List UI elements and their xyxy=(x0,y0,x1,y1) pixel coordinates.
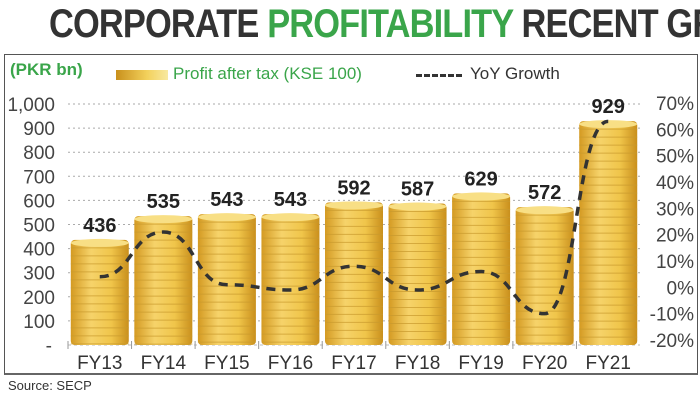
x-tick-label: FY16 xyxy=(268,353,313,374)
y-right-tick-label: 40% xyxy=(656,173,694,194)
coin-top xyxy=(261,213,320,222)
y-right-tick-label: 0% xyxy=(667,278,695,299)
chart-title: CORPORATE PROFITABILITY RECENT GROWTH xyxy=(49,2,700,47)
title-part3: RECENT GROWTH xyxy=(521,2,700,46)
coin-top xyxy=(579,120,638,129)
y-left-tick-label: 1,000 xyxy=(7,95,55,116)
y-left-tick-label: - xyxy=(46,336,52,357)
bar-value-label: 436 xyxy=(83,215,116,237)
coin-top xyxy=(325,201,383,210)
bar-value-label: 929 xyxy=(592,96,625,118)
y-left-tick-label: 400 xyxy=(23,240,55,261)
x-tick-label: FY18 xyxy=(395,353,440,374)
chart-frame xyxy=(4,54,698,375)
y-axis-label: (PKR bn) xyxy=(10,60,83,79)
bar-FY15 xyxy=(197,214,256,345)
x-tick-label: FY14 xyxy=(141,353,187,374)
coin-top xyxy=(134,215,193,224)
bar-FY16 xyxy=(261,214,320,345)
x-tick-label: FY20 xyxy=(522,353,567,374)
coin-top xyxy=(388,202,447,211)
bar-FY13 xyxy=(70,239,129,345)
title-part2: PROFITABILITY xyxy=(267,2,513,46)
y-right-tick-label: -10% xyxy=(650,305,694,326)
bar-value-label: 543 xyxy=(210,189,243,211)
bar-value-label: 543 xyxy=(274,189,307,211)
title-part1: CORPORATE xyxy=(49,2,259,46)
coin-top xyxy=(515,206,574,215)
coin-top xyxy=(452,192,511,201)
y-left-tick-label: 600 xyxy=(23,191,55,212)
legend-bar-label: Profit after tax (KSE 100) xyxy=(173,64,362,83)
y-right-tick-label: 30% xyxy=(656,199,694,220)
y-right-tick-label: 20% xyxy=(656,226,694,247)
x-tick-label: FY21 xyxy=(586,353,631,374)
y-left-tick-label: 900 xyxy=(23,119,55,140)
y-left-tick-label: 500 xyxy=(23,216,55,237)
y-right-tick-label: 50% xyxy=(656,147,694,168)
x-tick-label: FY13 xyxy=(77,353,122,374)
bar-value-label: 592 xyxy=(337,177,370,199)
x-tick-label: FY19 xyxy=(458,353,503,374)
bar-FY18 xyxy=(388,203,447,345)
source-note: Source: SECP xyxy=(8,378,92,393)
legend-line-swatch xyxy=(416,74,462,77)
y-right-tick-label: 10% xyxy=(656,252,694,273)
bar-FY17 xyxy=(325,202,383,345)
bar-value-label: 629 xyxy=(464,168,497,190)
x-tick-label: FY17 xyxy=(331,353,376,374)
bar-value-label: 535 xyxy=(147,191,180,213)
coin-top xyxy=(197,213,256,222)
bar-value-label: 587 xyxy=(401,179,434,201)
legend-bar-swatch xyxy=(116,70,168,80)
y-left-tick-label: 700 xyxy=(23,167,55,188)
coin-top xyxy=(70,238,129,247)
y-left-tick-label: 800 xyxy=(23,143,55,164)
bar-value-label: 572 xyxy=(528,182,561,204)
bar-FY19 xyxy=(452,193,511,345)
y-right-tick-label: 70% xyxy=(656,94,694,115)
y-left-tick-label: 300 xyxy=(23,264,55,285)
y-right-tick-label: -20% xyxy=(650,331,694,352)
y-right-tick-label: 60% xyxy=(656,120,694,141)
x-tick-label: FY15 xyxy=(204,353,249,374)
y-left-tick-label: 100 xyxy=(23,312,55,333)
y-left-tick-label: 200 xyxy=(23,288,55,309)
legend-line-label: YoY Growth xyxy=(470,64,560,83)
yoy-growth-line xyxy=(99,119,609,316)
